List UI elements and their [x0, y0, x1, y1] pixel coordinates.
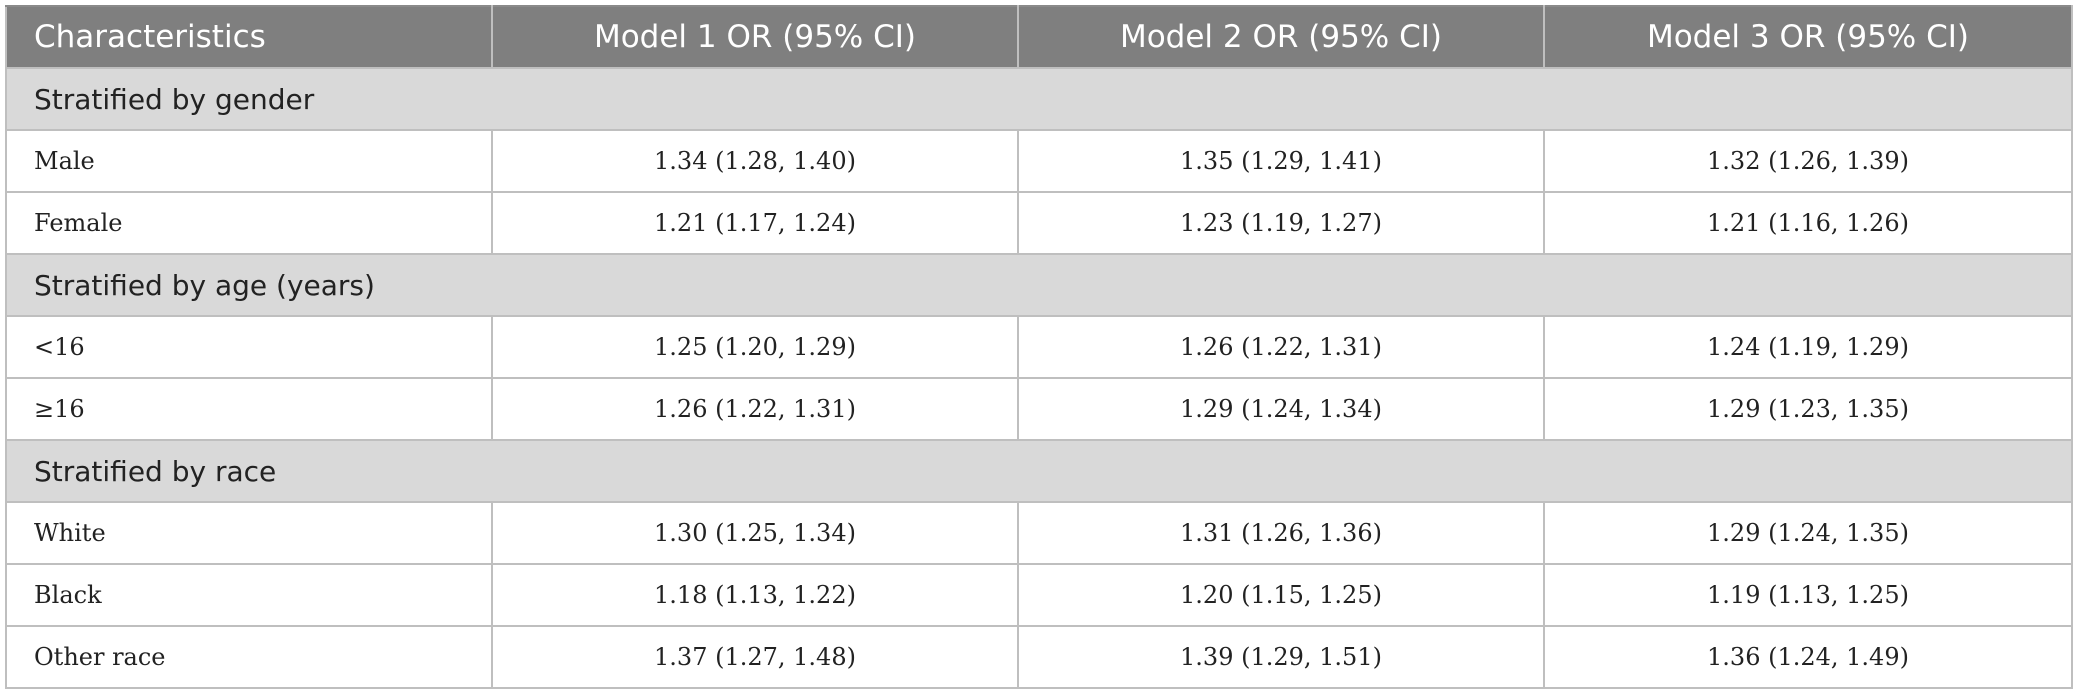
model-3-cell: 1.32 (1.26, 1.39) [1543, 129, 2073, 193]
row-label: Black [5, 563, 493, 627]
section-row-age: Stratified by age (years) [5, 253, 2073, 317]
model-1-cell: 1.37 (1.27, 1.48) [491, 625, 1019, 689]
section-title: Stratified by race [5, 439, 2073, 503]
model-2-cell: 1.39 (1.29, 1.51) [1017, 625, 1545, 689]
header-model-3: Model 3 OR (95% CI) [1543, 5, 2073, 69]
table-row: ≥16 1.26 (1.22, 1.31) 1.29 (1.24, 1.34) … [5, 377, 2073, 441]
row-label: <16 [5, 315, 493, 379]
section-row-gender: Stratified by gender [5, 67, 2073, 131]
model-2-cell: 1.31 (1.26, 1.36) [1017, 501, 1545, 565]
row-label: Female [5, 191, 493, 255]
model-3-cell: 1.29 (1.23, 1.35) [1543, 377, 2073, 441]
table-row: Female 1.21 (1.17, 1.24) 1.23 (1.19, 1.2… [5, 191, 2073, 255]
table-row: Black 1.18 (1.13, 1.22) 1.20 (1.15, 1.25… [5, 563, 2073, 627]
model-1-cell: 1.30 (1.25, 1.34) [491, 501, 1019, 565]
model-2-cell: 1.29 (1.24, 1.34) [1017, 377, 1545, 441]
row-label: White [5, 501, 493, 565]
model-3-cell: 1.36 (1.24, 1.49) [1543, 625, 2073, 689]
header-model-2: Model 2 OR (95% CI) [1017, 5, 1545, 69]
model-1-cell: 1.26 (1.22, 1.31) [491, 377, 1019, 441]
row-label: Other race [5, 625, 493, 689]
header-model-1: Model 1 OR (95% CI) [491, 5, 1019, 69]
section-title: Stratified by gender [5, 67, 2073, 131]
model-1-cell: 1.34 (1.28, 1.40) [491, 129, 1019, 193]
row-label: ≥16 [5, 377, 493, 441]
model-3-cell: 1.19 (1.13, 1.25) [1543, 563, 2073, 627]
model-2-cell: 1.23 (1.19, 1.27) [1017, 191, 1545, 255]
model-3-cell: 1.21 (1.16, 1.26) [1543, 191, 2073, 255]
table-row: Male 1.34 (1.28, 1.40) 1.35 (1.29, 1.41)… [5, 129, 2073, 193]
table-header: Characteristics Model 1 OR (95% CI) Mode… [5, 5, 2073, 69]
section-title: Stratified by age (years) [5, 253, 2073, 317]
table-row: White 1.30 (1.25, 1.34) 1.31 (1.26, 1.36… [5, 501, 2073, 565]
table-row: Other race 1.37 (1.27, 1.48) 1.39 (1.29,… [5, 625, 2073, 689]
section-row-race: Stratified by race [5, 439, 2073, 503]
table-body: Stratified by gender Male 1.34 (1.28, 1.… [5, 67, 2073, 689]
model-1-cell: 1.21 (1.17, 1.24) [491, 191, 1019, 255]
model-2-cell: 1.20 (1.15, 1.25) [1017, 563, 1545, 627]
header-row: Characteristics Model 1 OR (95% CI) Mode… [5, 5, 2073, 69]
model-2-cell: 1.35 (1.29, 1.41) [1017, 129, 1545, 193]
model-1-cell: 1.18 (1.13, 1.22) [491, 563, 1019, 627]
model-3-cell: 1.24 (1.19, 1.29) [1543, 315, 2073, 379]
model-2-cell: 1.26 (1.22, 1.31) [1017, 315, 1545, 379]
model-1-cell: 1.25 (1.20, 1.29) [491, 315, 1019, 379]
header-characteristics: Characteristics [5, 5, 493, 69]
table-row: <16 1.25 (1.20, 1.29) 1.26 (1.22, 1.31) … [5, 315, 2073, 379]
row-label: Male [5, 129, 493, 193]
results-table: Characteristics Model 1 OR (95% CI) Mode… [5, 5, 2073, 689]
model-3-cell: 1.29 (1.24, 1.35) [1543, 501, 2073, 565]
